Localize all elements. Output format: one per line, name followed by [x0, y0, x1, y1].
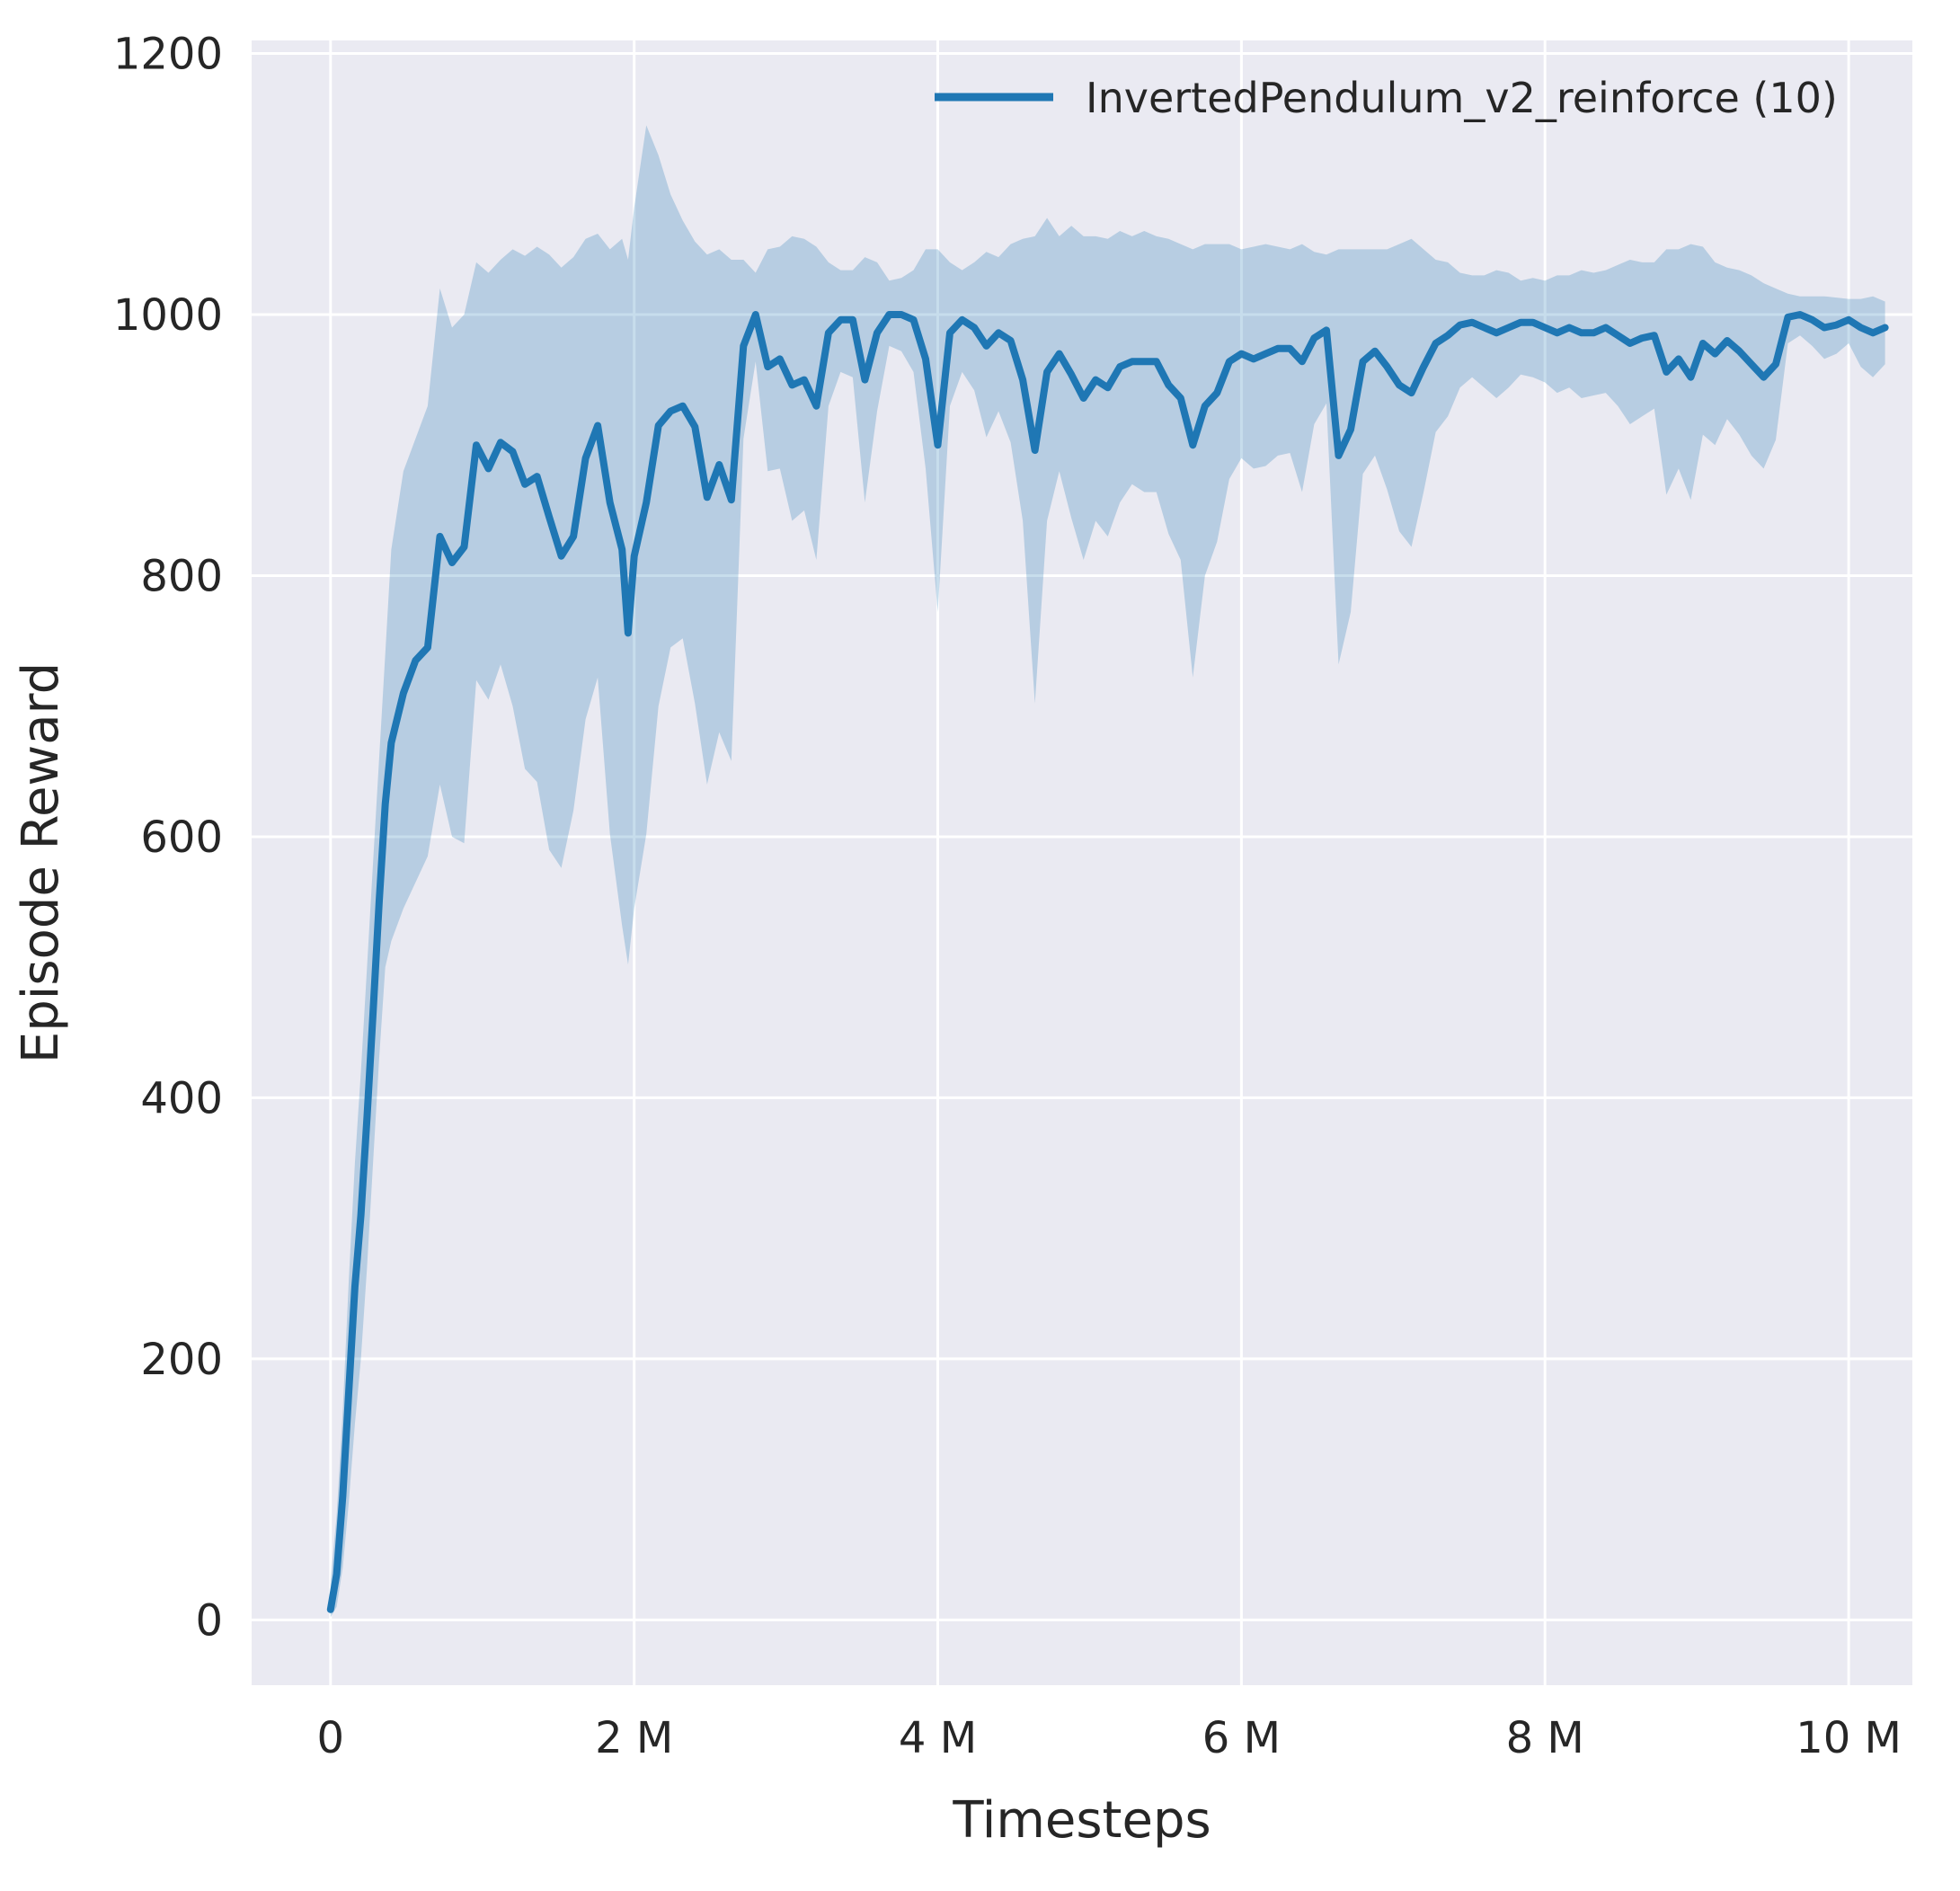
x-tick-label: 6 M: [1202, 1713, 1281, 1763]
y-tick-label: 0: [195, 1595, 223, 1646]
x-tick-label: 2 M: [595, 1713, 673, 1763]
x-tick-label: 8 M: [1506, 1713, 1584, 1763]
y-tick-label: 200: [140, 1335, 223, 1385]
legend: InvertedPendulum_v2_reinforce (10): [935, 74, 1838, 122]
y-tick-label: 1200: [113, 30, 223, 80]
y-tick-label: 400: [140, 1073, 223, 1123]
x-axis-label: Timesteps: [952, 1791, 1211, 1850]
gridlines: [252, 40, 1912, 1685]
legend-label: InvertedPendulum_v2_reinforce (10): [1086, 74, 1838, 122]
y-tick-label: 1000: [113, 290, 223, 341]
x-tick-label: 0: [317, 1713, 345, 1763]
confidence-band: [330, 125, 1885, 1618]
y-axis-label: Episode Reward: [12, 662, 70, 1063]
y-tick-label: 800: [140, 552, 223, 602]
mean-line: [326, 311, 1889, 1613]
y-tick-label: 600: [140, 812, 223, 863]
x-tick-label: 10 M: [1796, 1713, 1902, 1763]
x-tick-label: 4 M: [899, 1713, 977, 1763]
